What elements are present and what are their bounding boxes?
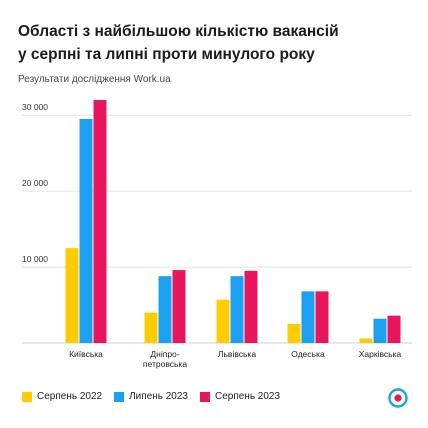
bar: [79, 118, 93, 343]
x-tick-label: Дніпро-петровська: [143, 349, 187, 369]
legend: Серпень 2022 Липень 2023 Серпень 2023: [22, 391, 292, 402]
legend-item-serpen-2023: Серпень 2023: [199, 391, 281, 402]
bar: [144, 312, 158, 343]
x-tick-label: Одеська: [291, 349, 325, 359]
bar: [93, 100, 107, 343]
x-tick-label: Київська: [69, 349, 103, 359]
legend-item-serpen-2022: Серпень 2022: [22, 391, 102, 402]
legend-label-lypen-2023: Липень 2023: [129, 391, 188, 402]
legend-swatch-serpen-2023: [199, 391, 210, 402]
legend-swatch-serpen-2022: [22, 391, 32, 402]
legend-swatch-lypen-2023: [114, 391, 125, 402]
y-tick-label: 30 000: [22, 102, 48, 112]
bar: [216, 299, 230, 343]
x-tick-label: Львівська: [218, 349, 256, 359]
y-tick-label: 10 000: [22, 254, 48, 264]
chart-subtitle: Результати дослідження Work.ua: [18, 74, 171, 85]
bar: [387, 315, 401, 343]
legend-label-serpen-2022: Серпень 2022: [37, 391, 103, 402]
legend-label-serpen-2023: Серпень 2023: [214, 391, 281, 402]
title-line-1: Області з найбільшою кількістю вакансій: [18, 23, 339, 40]
legend-item-lypen-2023: Липень 2023: [114, 391, 188, 402]
title-line-2: у серпні та липні проти минулого року: [18, 46, 315, 63]
workua-logo-icon: [388, 388, 408, 408]
x-tick-label: Харківська: [359, 349, 402, 359]
bar: [287, 324, 301, 343]
chart-title: Області з найбільшою кількістю вакансій …: [18, 20, 418, 66]
bar: [172, 270, 186, 343]
bar: [359, 338, 373, 343]
bar: [373, 318, 387, 343]
bar: [315, 291, 329, 343]
bar: [230, 276, 244, 343]
y-tick-label: 20 000: [22, 178, 48, 188]
bar: [244, 270, 258, 343]
bar: [65, 248, 79, 343]
bar: [158, 276, 172, 343]
bar: [301, 291, 315, 343]
